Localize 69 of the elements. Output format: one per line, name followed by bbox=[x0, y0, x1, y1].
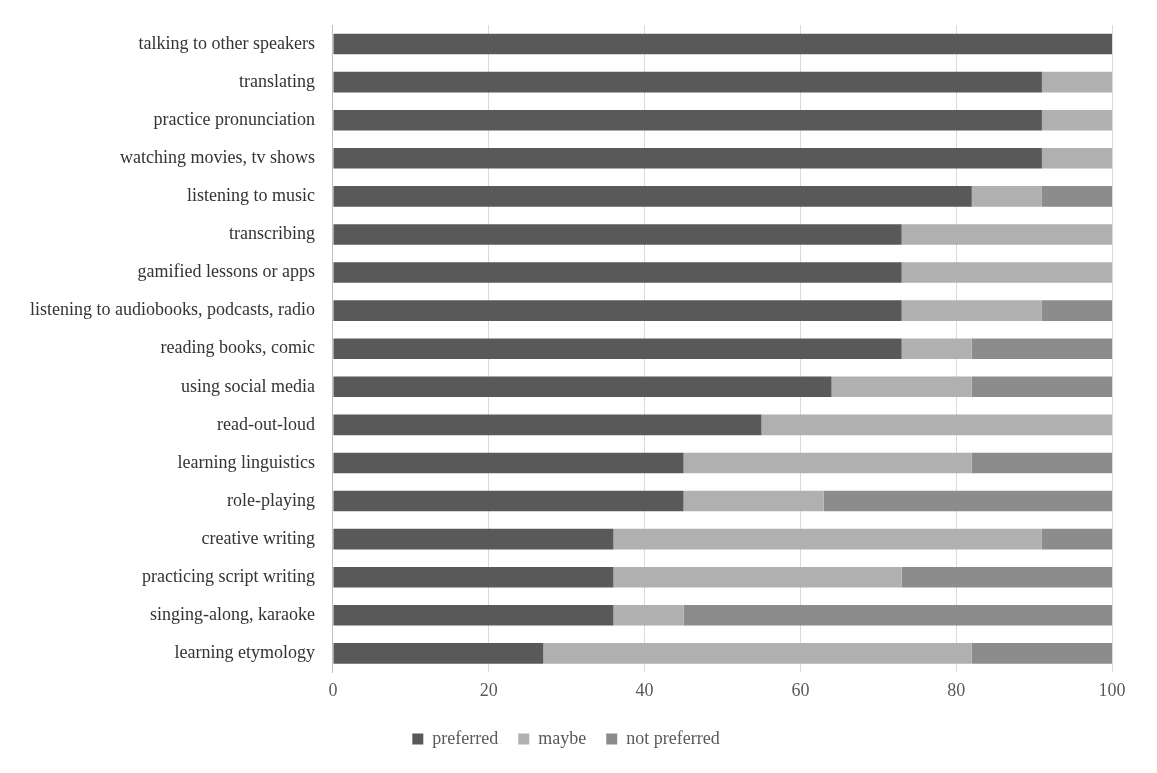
y-tick-label: role-playing bbox=[226, 489, 315, 510]
y-tick-label: practicing script writing bbox=[142, 565, 315, 586]
bar bbox=[333, 452, 684, 474]
bar bbox=[613, 528, 1042, 550]
bar bbox=[333, 186, 972, 207]
bar bbox=[901, 300, 1042, 321]
bar bbox=[333, 643, 544, 664]
y-tick-label: talking to other speakers bbox=[138, 32, 315, 53]
y-tick-label: translating bbox=[238, 70, 315, 91]
legend-label: preferred bbox=[432, 727, 499, 748]
bar bbox=[901, 224, 1112, 245]
bar bbox=[543, 643, 972, 664]
bar bbox=[831, 376, 972, 398]
bar bbox=[683, 490, 824, 512]
bar bbox=[333, 414, 762, 436]
x-tick-label: 0 bbox=[328, 679, 338, 700]
bar bbox=[333, 528, 614, 550]
y-tick-label: gamified lessons or apps bbox=[137, 261, 315, 282]
x-tick-label: 100 bbox=[1098, 679, 1126, 700]
bar bbox=[333, 224, 902, 245]
y-tick-label: read-out-loud bbox=[217, 413, 315, 434]
y-tick-label: transcribing bbox=[228, 223, 315, 244]
bar bbox=[333, 338, 902, 359]
y-tick-label: listening to music bbox=[186, 185, 315, 206]
bar bbox=[333, 566, 614, 588]
y-tick-label: singing-along, karaoke bbox=[150, 604, 315, 625]
x-tick-label: 40 bbox=[635, 679, 654, 700]
bar bbox=[333, 109, 1042, 131]
bar bbox=[333, 71, 1042, 93]
bar bbox=[683, 604, 1112, 626]
bar bbox=[333, 148, 1042, 169]
bar bbox=[971, 643, 1112, 664]
y-tick-label: learning linguistics bbox=[177, 451, 315, 472]
bar bbox=[683, 452, 972, 474]
bar bbox=[613, 566, 902, 588]
y-tick-label: reading books, comic bbox=[160, 337, 315, 358]
bar bbox=[1041, 71, 1112, 93]
bar bbox=[823, 490, 1112, 512]
bar bbox=[333, 490, 684, 512]
bar bbox=[971, 338, 1112, 359]
bar bbox=[1041, 148, 1112, 169]
bar bbox=[971, 186, 1042, 207]
bar bbox=[761, 414, 1112, 436]
bar bbox=[1041, 109, 1112, 131]
bar bbox=[901, 338, 972, 359]
x-tick-label: 60 bbox=[791, 679, 810, 700]
bar bbox=[1041, 528, 1112, 550]
bar bbox=[333, 33, 1112, 55]
x-tick-label: 80 bbox=[947, 679, 966, 700]
bar bbox=[901, 262, 1112, 283]
bar bbox=[333, 604, 614, 626]
bar bbox=[613, 604, 684, 626]
y-tick-label: listening to audiobooks, podcasts, radio bbox=[30, 299, 315, 320]
x-tick-label: 20 bbox=[479, 679, 498, 700]
legend-label: not preferred bbox=[626, 727, 720, 748]
y-tick-label: practice pronunciation bbox=[153, 108, 315, 129]
bar bbox=[971, 376, 1112, 398]
bar bbox=[971, 452, 1112, 474]
y-tick-label: using social media bbox=[180, 375, 315, 396]
legend-label: maybe bbox=[538, 727, 587, 748]
bar bbox=[333, 300, 902, 321]
bar bbox=[333, 262, 902, 283]
y-tick-label: creative writing bbox=[201, 527, 315, 548]
y-tick-label: watching movies, tv shows bbox=[119, 147, 315, 168]
bar bbox=[901, 566, 1112, 588]
bar bbox=[333, 376, 832, 398]
bar bbox=[1041, 300, 1112, 321]
y-tick-label: learning etymology bbox=[174, 642, 315, 663]
bar bbox=[1041, 186, 1112, 207]
